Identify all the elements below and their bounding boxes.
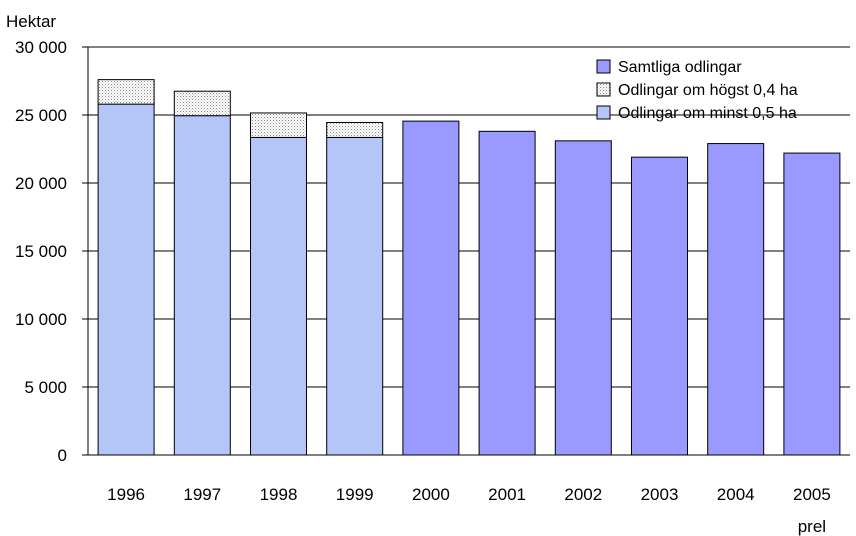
legend-label: Odlingar om högst 0,4 ha bbox=[618, 82, 798, 99]
x-tick-label-2001: 2001 bbox=[488, 485, 526, 504]
y-tick-label: 25 000 bbox=[15, 106, 67, 125]
x-tick-sublabel-2005: prel bbox=[798, 517, 826, 536]
y-tick-label: 5 000 bbox=[24, 378, 67, 397]
x-tick-label-2000: 2000 bbox=[412, 485, 450, 504]
bar-samtliga-2005 bbox=[783, 152, 841, 456]
legend-label: Odlingar om minst 0,5 ha bbox=[618, 105, 797, 122]
bar-hogst-0-4-ha-1996 bbox=[97, 79, 155, 105]
bar-samtliga-2004 bbox=[707, 143, 765, 456]
legend-swatch bbox=[596, 59, 611, 74]
y-tick-label: 30 000 bbox=[15, 38, 67, 57]
bar-hogst-0-4-ha-1997 bbox=[173, 90, 231, 117]
x-tick-label-1998: 1998 bbox=[260, 485, 298, 504]
y-tick-label: 10 000 bbox=[15, 310, 67, 329]
x-tick-label-1997: 1997 bbox=[183, 485, 221, 504]
bar-samtliga-2001 bbox=[478, 130, 536, 456]
bar-samtliga-2003 bbox=[631, 156, 688, 456]
bar-samtliga-2000 bbox=[402, 120, 460, 456]
x-tick-label-2002: 2002 bbox=[564, 485, 602, 504]
x-tick-label-2004: 2004 bbox=[717, 485, 755, 504]
bars bbox=[97, 79, 841, 456]
x-tick-label-1996: 1996 bbox=[107, 485, 145, 504]
y-tick-label: 0 bbox=[58, 446, 67, 465]
y-axis-unit-label: Hektar bbox=[6, 12, 56, 31]
bar-minst-0-5-ha-1999 bbox=[326, 136, 384, 456]
legend-swatch bbox=[596, 105, 611, 120]
bar-hogst-0-4-ha-1999 bbox=[326, 121, 384, 138]
legend: Samtliga odlingar Odlingar om högst 0,4 h… bbox=[596, 59, 798, 122]
legend-label: Samtliga odlingar bbox=[618, 59, 742, 76]
y-axis-ticks: 0 5 000 10 000 15 000 20 000 25 000 30 000 bbox=[15, 38, 88, 465]
y-tick-label: 20 000 bbox=[15, 174, 67, 193]
bar-samtliga-2002 bbox=[554, 140, 612, 456]
x-axis-labels: 1996 1997 1998 1999 2000 2001 2002 2003 2004 2005… bbox=[107, 485, 831, 536]
bar-minst-0-5-ha-1997 bbox=[173, 115, 231, 456]
y-tick-label: 15 000 bbox=[15, 242, 67, 261]
axes bbox=[87, 46, 850, 456]
x-tick-label-2003: 2003 bbox=[641, 485, 679, 504]
x-tick-label-1999: 1999 bbox=[336, 485, 374, 504]
bar-hogst-0-4-ha-1998 bbox=[250, 112, 307, 138]
bar-minst-0-5-ha-1998 bbox=[250, 136, 307, 456]
legend-swatch bbox=[596, 82, 611, 97]
bar-minst-0-5-ha-1996 bbox=[97, 103, 155, 456]
x-tick-label-2005: 2005 bbox=[793, 485, 831, 504]
